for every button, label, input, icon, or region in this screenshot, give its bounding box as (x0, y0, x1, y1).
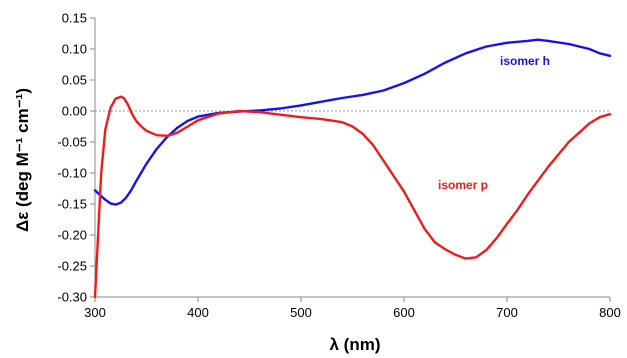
x-tick-label: 600 (393, 305, 415, 320)
y-axis-label: Δε (deg M⁻¹ cm⁻¹) (13, 88, 32, 232)
chart-axes: 0.15 0.10 0.05 0.00 -0.05 -0.10 -0.15 -0.20 -0.2… (57, 11, 620, 321)
series-label-isomer-h: isomer h (500, 54, 550, 68)
y-tick-label: 0.10 (62, 42, 87, 57)
y-tick-label: -0.20 (57, 228, 87, 243)
y-tick-label: -0.15 (57, 197, 87, 212)
chart-labels: λ (nm) Δε (deg M⁻¹ cm⁻¹) isomer h isomer … (13, 54, 550, 354)
y-tick-label: -0.25 (57, 259, 87, 274)
series-line-isomer-p (93, 95, 612, 299)
y-tick-label: -0.05 (57, 135, 87, 150)
series-line-isomer-h (93, 38, 612, 206)
y-tick-label: -0.10 (57, 166, 87, 181)
chart-series (93, 38, 612, 299)
x-axis-label: λ (nm) (330, 335, 381, 354)
y-tick-label: 0.15 (62, 11, 87, 26)
x-tick-label: 700 (496, 305, 518, 320)
series-label-isomer-p: isomer p (438, 178, 488, 192)
y-tick-label: 0.00 (62, 104, 87, 119)
x-tick-label: 300 (84, 305, 106, 320)
y-tick-label: -0.30 (57, 290, 87, 305)
x-tick-label: 800 (599, 305, 621, 320)
y-tick-label: 0.05 (62, 73, 87, 88)
x-tick-label: 400 (187, 305, 209, 320)
x-tick-label: 500 (290, 305, 312, 320)
